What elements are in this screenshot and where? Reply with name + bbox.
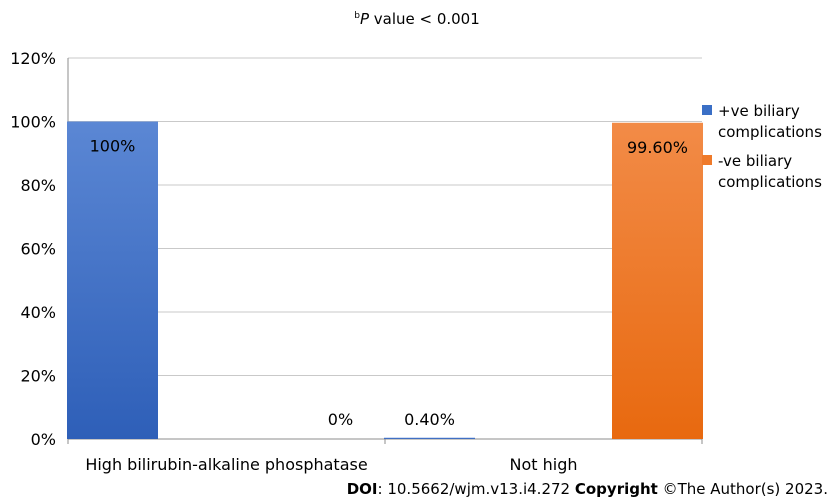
bar [612, 122, 703, 440]
doi-label: DOI [346, 480, 378, 498]
y-tick-label: 100% [10, 113, 56, 132]
data-label: 0.40% [404, 410, 455, 429]
y-tick-label: 120% [10, 49, 56, 68]
legend-swatch-negative [702, 155, 712, 165]
footer-citation: DOI: 10.5662/wjm.v13.i4.272 Copyright ©T… [347, 480, 828, 498]
y-tick-label: 0% [31, 430, 56, 449]
title-p: P [359, 10, 369, 28]
legend-label-negative-2: complications [718, 173, 822, 191]
copyright-value: ©The Author(s) 2023. [657, 480, 828, 498]
bar [384, 437, 475, 439]
legend-swatch-positive [702, 105, 712, 115]
y-tick-label: 20% [20, 367, 56, 386]
legend-item-positive: +ve biliary complications [702, 101, 822, 143]
data-label: 0% [328, 410, 353, 429]
title-rest: value < 0.001 [368, 10, 480, 28]
y-tick-label: 80% [20, 176, 56, 195]
bar [67, 121, 158, 439]
legend: +ve biliary complications -ve biliary co… [702, 101, 822, 201]
data-label: 100% [90, 137, 136, 156]
copyright-label: Copyright [574, 480, 658, 498]
chart-title: bP value < 0.001 [0, 10, 834, 28]
y-tick-label: 60% [20, 240, 56, 259]
y-tick-label: 40% [20, 303, 56, 322]
x-category-label: High bilirubin-alkaline phosphatase [85, 455, 367, 474]
title-superscript: b [354, 11, 360, 21]
x-category-label: Not high [510, 455, 578, 474]
legend-label-positive-2: complications [718, 123, 822, 141]
doi-value: : 10.5662/wjm.v13.i4.272 [377, 480, 575, 498]
data-label: 99.60% [627, 138, 688, 157]
legend-item-negative: -ve biliary complications [702, 151, 822, 193]
legend-label-negative-1: -ve biliary [718, 152, 793, 170]
legend-label-positive-1: +ve biliary [718, 102, 800, 120]
